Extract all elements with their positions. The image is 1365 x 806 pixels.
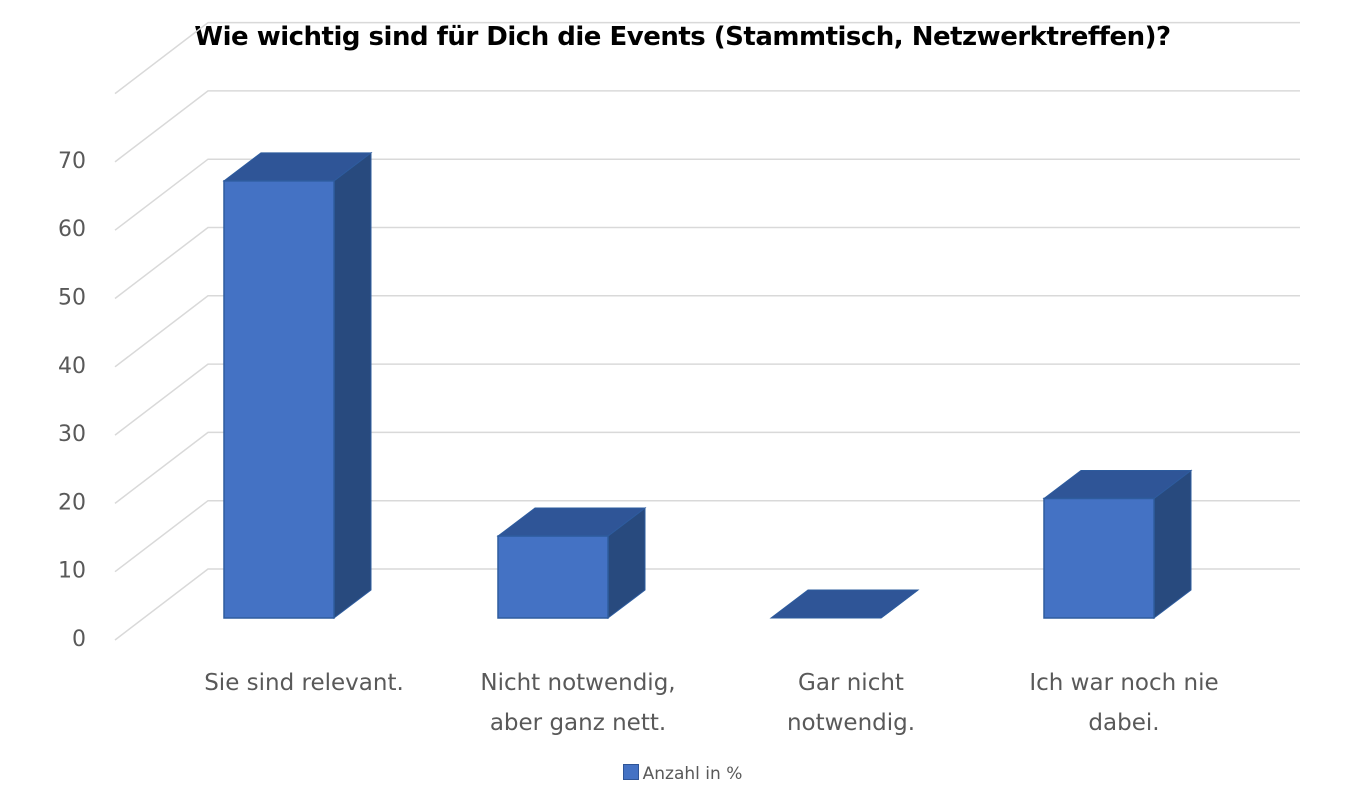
bar-front (497, 535, 609, 619)
y-tick-label: 60 (58, 217, 86, 242)
x-category-label: dabei. (1088, 710, 1159, 736)
gridline (114, 499, 1300, 573)
gridline (114, 568, 1300, 641)
gridline (114, 90, 1300, 163)
bar (769, 589, 920, 619)
x-category-label: Nicht notwendig, (480, 670, 675, 696)
y-tick-label: 20 (58, 490, 86, 515)
y-axis-ticks: 0 10 20 30 40 50 60 70 (58, 149, 86, 652)
bars (222, 151, 1193, 620)
gridline (114, 295, 1300, 368)
gridline (114, 431, 1300, 504)
y-tick-label: 0 (72, 627, 86, 652)
x-category-label: Sie sind relevant. (204, 670, 404, 696)
bar (1042, 469, 1193, 620)
y-tick-label: 30 (58, 422, 86, 447)
x-axis-labels: Sie sind relevant. Nicht notwendig, aber g… (204, 670, 1218, 736)
chart-title: Wie wichtig sind für Dich die Events (St… (194, 22, 1171, 52)
bar-front (223, 180, 335, 619)
bar-side (333, 151, 372, 620)
gridline (114, 21, 1300, 95)
legend-label: Anzahl in % (642, 764, 743, 784)
y-tick-label: 10 (58, 559, 86, 584)
legend-swatch (622, 764, 639, 780)
gridline (114, 363, 1300, 436)
y-tick-label: 70 (58, 149, 86, 174)
gridlines (114, 21, 1300, 641)
x-category-label: aber ganz nett. (490, 710, 666, 736)
bar (496, 507, 647, 620)
bar (222, 151, 373, 620)
y-tick-label: 50 (58, 286, 86, 311)
gridline (114, 158, 1300, 231)
bar-top (769, 589, 920, 619)
x-category-label: Ich war noch nie (1029, 670, 1218, 696)
bar-front (1043, 497, 1155, 619)
x-category-label: Gar nicht (798, 670, 904, 696)
gridline (114, 226, 1300, 300)
x-category-label: notwendig. (787, 710, 915, 736)
y-tick-label: 40 (58, 354, 86, 379)
legend: Anzahl in % (0, 764, 1365, 784)
